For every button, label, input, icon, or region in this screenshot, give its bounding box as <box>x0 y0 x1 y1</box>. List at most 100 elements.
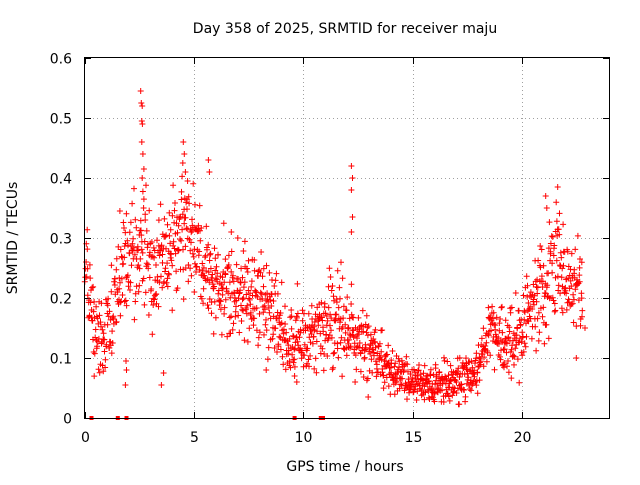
data-point <box>420 370 427 377</box>
data-point <box>271 283 278 289</box>
data-point <box>491 366 498 373</box>
data-point <box>250 322 257 329</box>
data-point <box>320 328 327 335</box>
data-point <box>220 220 227 227</box>
data-point <box>379 369 386 376</box>
data-point <box>432 381 439 388</box>
data-point <box>309 340 316 347</box>
data-point <box>552 307 559 314</box>
data-point <box>164 283 171 290</box>
data-point <box>344 294 351 301</box>
data-point <box>261 306 268 313</box>
data-point <box>519 352 526 359</box>
data-point <box>84 292 91 299</box>
data-point <box>444 390 451 397</box>
data-point <box>535 337 542 344</box>
data-point <box>253 305 260 311</box>
data-point <box>213 263 220 270</box>
data-point <box>414 372 421 379</box>
data-point <box>283 329 290 336</box>
data-point <box>236 329 243 336</box>
data-point <box>403 353 410 360</box>
y-tick-label: 0.3 <box>50 232 72 248</box>
data-point <box>325 304 332 311</box>
data-point <box>169 212 176 219</box>
data-point <box>100 368 107 375</box>
data-point <box>365 323 372 330</box>
data-point <box>360 328 367 335</box>
data-point <box>472 379 479 385</box>
data-point <box>257 269 264 276</box>
data-point <box>138 246 145 253</box>
data-point <box>501 346 508 353</box>
data-point <box>217 306 224 313</box>
data-point <box>521 340 528 347</box>
data-point <box>251 315 258 322</box>
data-point <box>127 279 134 286</box>
data-point <box>489 303 496 310</box>
data-point <box>559 309 566 316</box>
data-point <box>508 304 515 311</box>
data-point <box>560 262 567 269</box>
data-point <box>466 386 473 392</box>
data-point <box>181 220 188 227</box>
data-point <box>553 257 560 264</box>
data-point <box>178 237 185 244</box>
data-point <box>245 257 252 264</box>
data-point <box>241 238 248 245</box>
data-point <box>319 317 326 324</box>
data-point <box>279 353 286 360</box>
data-point <box>149 331 156 338</box>
data-point <box>348 229 355 235</box>
data-point <box>342 329 349 336</box>
data-point <box>556 231 563 238</box>
data-point <box>100 330 107 337</box>
data-point <box>547 248 554 255</box>
data-point <box>256 310 263 317</box>
data-point <box>185 262 192 268</box>
data-point <box>443 376 450 383</box>
data-point <box>282 366 289 373</box>
data-point <box>525 300 532 306</box>
data-point <box>206 296 213 302</box>
data-point <box>104 321 111 328</box>
data-point <box>562 287 569 294</box>
data-point <box>531 301 537 308</box>
data-point <box>214 270 221 277</box>
data-point <box>151 247 158 254</box>
data-point <box>238 302 244 309</box>
data-point <box>456 374 463 380</box>
data-point <box>137 88 144 94</box>
data-point <box>241 279 248 286</box>
data-point <box>211 283 217 290</box>
data-point <box>496 320 503 327</box>
data-point <box>578 295 585 302</box>
data-point <box>497 356 504 363</box>
data-point <box>216 302 223 309</box>
data-point <box>117 246 124 253</box>
data-point <box>568 301 575 308</box>
data-point <box>534 290 541 297</box>
data-point <box>523 333 530 340</box>
data-point <box>323 313 330 319</box>
data-point <box>228 229 235 235</box>
data-point <box>532 323 539 330</box>
data-point <box>190 253 197 260</box>
data-point <box>292 345 298 352</box>
data-point <box>156 252 163 259</box>
data-point <box>350 314 357 321</box>
data-point <box>380 385 387 392</box>
data-point <box>172 200 178 206</box>
data-point <box>232 313 239 320</box>
data-point <box>549 294 556 301</box>
data-point <box>468 358 475 365</box>
data-point <box>180 296 187 303</box>
data-point <box>136 282 143 289</box>
data-point <box>378 348 385 355</box>
data-point <box>478 335 485 342</box>
data-point <box>334 345 341 352</box>
data-point <box>120 260 127 267</box>
data-point <box>118 253 125 260</box>
data-point <box>535 309 542 316</box>
data-point <box>191 289 198 295</box>
